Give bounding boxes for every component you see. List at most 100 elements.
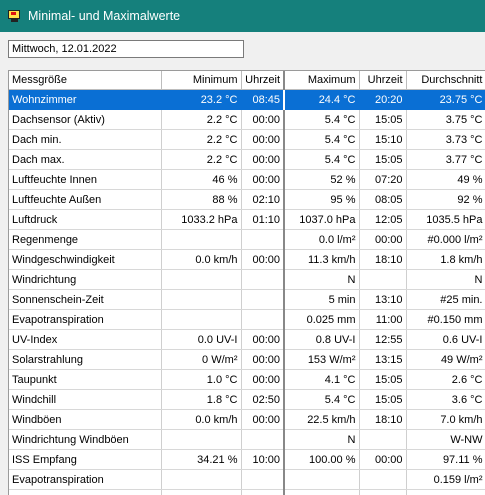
cell-min-uhrzeit [241,229,285,250]
cell-durchschnitt: #0.000 l/m² [406,229,485,250]
app-monitor-icon [8,9,22,23]
cell-messgroesse: Windgeschwindigkeit [9,249,162,270]
cell-messgroesse: Dach max. [9,149,162,170]
cell-minimum: 0 W/m² [161,349,242,370]
table-row[interactable]: Windgeschwindigkeit 0.0 km/h 00:00 11.3 km/… [9,249,485,270]
table-row[interactable]: Luftfeuchte Außen 88 % 02:10 95 % 08:05 92 % [9,189,485,210]
cell-durchschnitt: 3.73 °C [406,129,485,150]
table-row[interactable]: Sonnenschein-Zeit 5 min 13:10 #25 min. [9,289,485,310]
date-field[interactable]: Mittwoch, 12.01.2022 [8,40,244,58]
table-row[interactable]: Windchill 1.8 °C 02:50 5.4 °C 15:05 3.6 °C [9,389,485,410]
cell-maximum: 100.00 % [284,449,360,470]
cell-minimum: 0.0 km/h [161,409,242,430]
cell-max-uhrzeit: 07:20 [359,169,407,190]
cell-durchschnitt: 23.75 °C [406,89,485,110]
cell-maximum: 5.4 °C [284,149,360,170]
cell-max-uhrzeit: 15:05 [359,389,407,410]
cell-maximum: 5.4 °C [284,109,360,130]
table-row[interactable]: Luftdruck 1033.2 hPa 01:10 1037.0 hPa 12:05 1… [9,209,485,230]
cell-max-uhrzeit: 13:10 [359,289,407,310]
cell-maximum: 4.1 °C [284,369,360,390]
cell-max-uhrzeit: 20:20 [359,89,407,110]
table-row[interactable]: Dach min. 2.2 °C 00:00 5.4 °C 15:10 3.73 °C [9,129,485,150]
cell-durchschnitt: 49 % [406,169,485,190]
cell-messgroesse: Luftdruck [9,209,162,230]
column-header-durchschnitt[interactable]: Durchschnitt [406,71,485,90]
table-row[interactable]: Windböen 0.0 km/h 00:00 22.5 km/h 18:10 7.0 k… [9,409,485,430]
table-row[interactable]: Windrichtung N N [9,269,485,290]
table-row[interactable]: Dach max. 2.2 °C 00:00 5.4 °C 15:05 3.77 °C [9,149,485,170]
table-row[interactable]: Regenmenge 0.0 l/m² 00:00 #0.000 l/m² [9,229,485,250]
cell-max-uhrzeit: 15:10 [359,129,407,150]
cell-durchschnitt: 148.4 km [406,489,485,495]
column-header-min-uhrzeit[interactable]: Uhrzeit [241,71,285,90]
cell-minimum [161,289,242,310]
cell-maximum [284,469,360,490]
cell-messgroesse: Dach min. [9,129,162,150]
column-header-maximum[interactable]: Maximum [284,71,360,90]
table-row[interactable]: Luftfeuchte Innen 46 % 00:00 52 % 07:20 49 % [9,169,485,190]
cell-max-uhrzeit: 00:00 [359,229,407,250]
cell-maximum: 22.5 km/h [284,409,360,430]
cell-max-uhrzeit [359,269,407,290]
cell-minimum: 1.8 °C [161,389,242,410]
cell-durchschnitt: #25 min. [406,289,485,310]
cell-minimum: 2.2 °C [161,149,242,170]
cell-maximum: 0.8 UV-I [284,329,360,350]
table-row[interactable]: Wohnzimmer 23.2 °C 08:45 24.4 °C 20:20 23.75 … [9,89,485,110]
cell-minimum: 2.2 °C [161,109,242,130]
column-header-messgroesse[interactable]: Messgröße [9,71,162,90]
table-row[interactable]: Taupunkt 1.0 °C 00:00 4.1 °C 15:05 2.6 °C [9,369,485,390]
cell-messgroesse: Windchill [9,389,162,410]
cell-minimum [161,489,242,495]
cell-max-uhrzeit [359,469,407,490]
table-row[interactable]: UV-Index 0.0 UV-I 00:00 0.8 UV-I 12:55 0.6 UV… [9,329,485,350]
cell-max-uhrzeit: 12:55 [359,329,407,350]
cell-minimum: 0.0 UV-I [161,329,242,350]
table-row[interactable]: Wind Verlauf 148.4 km [9,489,485,495]
cell-min-uhrzeit [241,289,285,310]
table-row[interactable]: Evapotranspiration 0.159 l/m² [9,469,485,490]
cell-max-uhrzeit: 18:10 [359,409,407,430]
cell-durchschnitt: 49 W/m² [406,349,485,370]
table-row[interactable]: Windrichtung Windböen N W-NW [9,429,485,450]
cell-min-uhrzeit [241,309,285,330]
values-table[interactable]: Messgröße Minimum Uhrzeit Maximum Uhrzei… [8,70,485,495]
cell-maximum: 5.4 °C [284,389,360,410]
cell-max-uhrzeit: 12:05 [359,209,407,230]
column-header-max-uhrzeit[interactable]: Uhrzeit [359,71,407,90]
table-row[interactable]: Evapotranspiration 0.025 mm 11:00 #0.150 mm [9,309,485,330]
cell-min-uhrzeit [241,489,285,495]
cell-minimum: 88 % [161,189,242,210]
cell-minimum: 1.0 °C [161,369,242,390]
table-row[interactable]: ISS Empfang 34.21 % 10:00 100.00 % 00:00 97.1… [9,449,485,470]
title-bar[interactable]: Minimal- und Maximalwerte [0,0,485,32]
cell-durchschnitt: 3.75 °C [406,109,485,130]
column-header-minimum[interactable]: Minimum [161,71,242,90]
cell-durchschnitt: 3.77 °C [406,149,485,170]
cell-messgroesse: ISS Empfang [9,449,162,470]
cell-messgroesse: UV-Index [9,329,162,350]
cell-durchschnitt: 97.11 % [406,449,485,470]
table-row[interactable]: Dachsensor (Aktiv) 2.2 °C 00:00 5.4 °C 15:05… [9,109,485,130]
cell-max-uhrzeit: 18:10 [359,249,407,270]
cell-min-uhrzeit: 00:00 [241,109,285,130]
cell-durchschnitt: 0.159 l/m² [406,469,485,490]
table-row[interactable]: Solarstrahlung 0 W/m² 00:00 153 W/m² 13:15 49… [9,349,485,370]
cell-durchschnitt: 3.6 °C [406,389,485,410]
cell-min-uhrzeit: 00:00 [241,149,285,170]
cell-max-uhrzeit: 15:05 [359,369,407,390]
cell-maximum: 0.0 l/m² [284,229,360,250]
cell-min-uhrzeit: 00:00 [241,169,285,190]
cell-messgroesse: Taupunkt [9,369,162,390]
cell-messgroesse: Luftfeuchte Innen [9,169,162,190]
cell-messgroesse: Wind Verlauf [9,489,162,495]
cell-min-uhrzeit [241,469,285,490]
cell-maximum: 153 W/m² [284,349,360,370]
cell-durchschnitt: 1.8 km/h [406,249,485,270]
cell-durchschnitt: 0.6 UV-I [406,329,485,350]
cell-messgroesse: Regenmenge [9,229,162,250]
cell-minimum [161,229,242,250]
cell-min-uhrzeit: 00:00 [241,409,285,430]
cell-maximum: 24.4 °C [284,89,360,110]
